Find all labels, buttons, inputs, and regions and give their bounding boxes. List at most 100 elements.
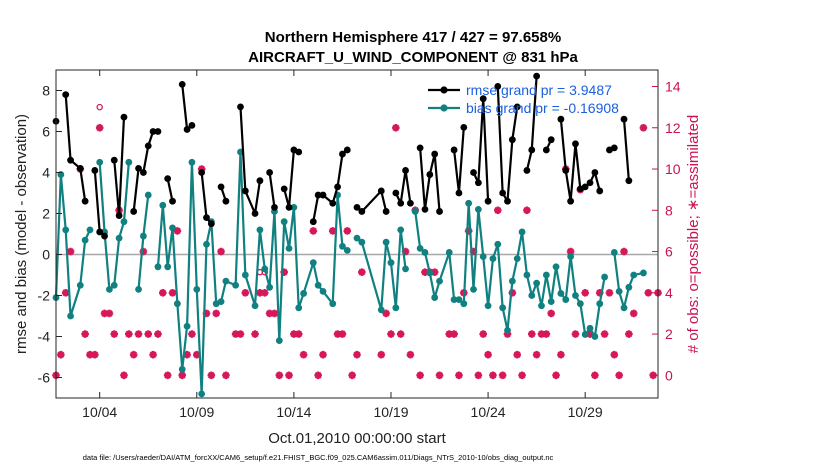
obs-assimilated-marker <box>493 206 502 215</box>
bias-point <box>421 249 429 256</box>
rmse-point <box>426 171 434 178</box>
rmse-point <box>494 83 502 90</box>
plot-area <box>52 72 662 398</box>
bias-point <box>533 279 541 287</box>
rmse-point <box>314 191 322 199</box>
rmse-point <box>203 214 210 222</box>
rmse-point <box>484 197 492 205</box>
bias-point <box>62 226 70 234</box>
bias-point <box>465 199 473 207</box>
y-tick-label: 6 <box>42 124 50 140</box>
bias-point <box>203 240 210 248</box>
x-tick-label: 10/04 <box>82 404 117 420</box>
rmse-point <box>533 72 541 80</box>
obs-assimilated-marker <box>527 330 536 338</box>
obs-assimilated-marker <box>236 330 245 338</box>
rmse-point <box>222 197 230 205</box>
obs-assimilated-marker <box>299 350 308 359</box>
obs-assimilated-marker <box>625 330 633 338</box>
rmse-point <box>343 146 351 154</box>
obs-assimilated-marker <box>605 288 614 297</box>
rmse-point <box>542 146 550 154</box>
rmse-point <box>144 142 152 150</box>
bias-point <box>314 281 322 289</box>
rmse-point <box>154 128 162 135</box>
rmse-line-segment <box>472 97 490 202</box>
rmse-point <box>101 232 108 240</box>
bias-point <box>222 277 230 285</box>
rmse-line-segment <box>312 149 349 222</box>
obs-assimilated-marker <box>498 371 507 380</box>
bias-point <box>523 271 531 279</box>
rmse-point <box>407 199 414 207</box>
rmse-line-segment <box>453 127 465 195</box>
bias-point <box>339 242 346 250</box>
bias-point <box>353 234 361 242</box>
bias-point <box>513 255 521 262</box>
rmse-point <box>120 113 128 121</box>
rmse-point <box>115 212 123 219</box>
obs-assimilated-marker <box>105 309 114 318</box>
obs-assimilated-marker <box>392 123 400 132</box>
obs-assimilated-marker <box>57 350 65 359</box>
obs-possible-marker <box>96 103 103 111</box>
x-tick-label: 10/24 <box>471 404 506 420</box>
obs-assimilated-marker <box>144 330 153 338</box>
bias-point <box>275 337 283 344</box>
obs-assimilated-marker <box>154 330 162 338</box>
bias-point <box>416 244 424 252</box>
bias-point <box>474 206 482 213</box>
rmse-point <box>436 208 443 215</box>
bias-point <box>76 281 84 289</box>
obs-assimilated-marker <box>557 350 565 359</box>
obs-assimilated-marker <box>207 371 216 380</box>
rmse-point <box>479 95 487 103</box>
obs-assimilated-marker <box>532 350 541 359</box>
rmse-point <box>596 187 604 195</box>
bias-point <box>484 302 492 310</box>
rmse-point <box>499 189 507 197</box>
rmse-point <box>358 208 366 215</box>
y-right-tick-label: 10 <box>665 161 681 177</box>
rmse-point <box>241 187 249 195</box>
bias-point <box>193 285 201 293</box>
bias-point <box>183 322 191 330</box>
bias-point <box>178 365 186 373</box>
rmse-point <box>169 197 176 205</box>
obs-assimilated-marker <box>396 330 405 338</box>
y-tick-label: 0 <box>42 247 50 263</box>
bias-point <box>596 300 604 308</box>
bias-line-segment <box>613 252 644 309</box>
bias-point <box>489 255 497 262</box>
rmse-point <box>513 103 521 111</box>
bias-point <box>499 304 507 312</box>
rmse-point <box>455 189 463 197</box>
rmse-point <box>339 150 346 158</box>
bias-point <box>431 294 439 301</box>
obs-assimilated-marker <box>581 288 589 297</box>
obs-assimilated-marker <box>149 350 157 359</box>
bias-point <box>455 296 463 303</box>
x-tick-label: 10/09 <box>179 404 214 420</box>
obs-assimilated-marker <box>615 371 623 380</box>
bias-point <box>479 253 487 260</box>
rmse-line-segment <box>268 172 276 208</box>
bias-point <box>300 290 307 297</box>
rmse-point <box>217 183 225 191</box>
obs-assimilated-marker <box>328 227 337 235</box>
bias-point <box>295 304 303 312</box>
obs-assimilated-marker <box>358 268 366 276</box>
rmse-point <box>620 115 628 123</box>
bias-point <box>115 234 123 242</box>
chart-title: Northern Hemisphere 417 / 427 = 97.658% <box>265 29 561 46</box>
obs-assimilated-marker <box>159 288 167 297</box>
obs-assimilated-marker <box>600 330 609 338</box>
rmse-point <box>572 140 579 148</box>
rmse-point <box>110 156 118 164</box>
chart-subtitle: AIRCRAFT_U_WIND_COMPONENT @ 831 hPa <box>248 49 578 66</box>
bias-point <box>392 304 400 312</box>
bias-point <box>445 249 453 256</box>
rmse-point <box>237 103 244 111</box>
rmse-point <box>76 165 84 172</box>
